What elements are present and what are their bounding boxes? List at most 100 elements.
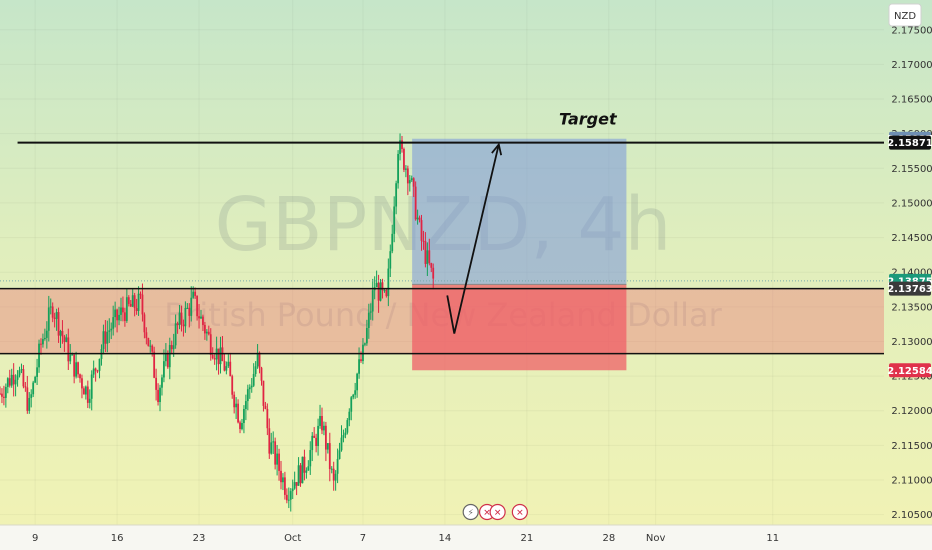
time-tick-label: 9 xyxy=(32,533,38,544)
candle-body xyxy=(28,397,31,411)
candle-body xyxy=(42,339,44,345)
candle-body xyxy=(65,337,68,342)
candle-body xyxy=(371,290,374,312)
candle-body xyxy=(200,316,202,319)
candle-body xyxy=(190,297,193,316)
uk-flag-icon-ring xyxy=(489,503,506,521)
candle-body xyxy=(18,370,21,376)
price-tick-label: 2.13500 xyxy=(891,302,932,313)
candle-body xyxy=(297,465,300,486)
candle-body xyxy=(178,312,181,325)
support-top-tag-text: 2.13763 xyxy=(887,284,932,295)
candle-body xyxy=(129,303,132,307)
candle-body xyxy=(51,306,54,318)
candle-body xyxy=(414,186,417,220)
uk-flag-icon-glyph: ✕ xyxy=(494,509,502,519)
levels xyxy=(0,141,884,355)
candle-body xyxy=(274,441,277,465)
candle-body xyxy=(334,473,337,481)
support-top-tag: 2.13763 xyxy=(887,281,932,296)
candle-body xyxy=(235,403,238,408)
candle-body xyxy=(141,294,144,315)
candle-body xyxy=(268,428,271,454)
candle-body xyxy=(98,358,101,371)
candle-body xyxy=(127,297,130,304)
candle-body xyxy=(163,361,165,378)
zones xyxy=(0,138,884,371)
stop-level-tag-box xyxy=(889,363,931,378)
candle-body xyxy=(385,290,388,297)
candle-body xyxy=(233,394,236,408)
candle-body xyxy=(57,312,60,336)
candle-body xyxy=(346,420,349,433)
candle-body xyxy=(14,379,17,385)
candle-body xyxy=(188,307,191,316)
candle-body xyxy=(120,307,122,315)
candle-body xyxy=(137,293,140,311)
candle-body xyxy=(410,178,413,181)
candle-body xyxy=(231,376,234,395)
candle-body xyxy=(45,330,48,338)
candle-body xyxy=(256,352,259,367)
support-top-tag-box xyxy=(889,281,931,296)
candle-body xyxy=(192,291,195,298)
candle-body xyxy=(403,148,405,170)
candle-body xyxy=(135,308,138,311)
candle-body xyxy=(399,140,401,154)
candles xyxy=(0,133,435,512)
candle-body xyxy=(209,334,212,355)
time-tick-label: 28 xyxy=(602,533,615,544)
candle-body xyxy=(229,361,232,377)
candle-body xyxy=(12,374,15,385)
candle-body xyxy=(213,358,216,360)
candle-body xyxy=(6,378,9,388)
candle-body xyxy=(367,312,370,328)
candle-body xyxy=(418,217,421,221)
candle-body xyxy=(424,241,427,264)
price-axis[interactable]: 2.105002.110002.115002.120002.125002.130… xyxy=(884,0,932,525)
candle-body xyxy=(332,468,335,481)
candle-body xyxy=(340,437,343,451)
candle-body xyxy=(139,293,142,295)
lightning-icon-ring xyxy=(462,503,479,521)
candle-body xyxy=(131,295,134,307)
candle-body xyxy=(122,307,124,313)
candle-body xyxy=(69,354,72,362)
candle-body xyxy=(408,180,411,184)
candle-body xyxy=(149,345,152,347)
uk-flag-icon[interactable]: ✕ xyxy=(489,503,506,521)
candle-body xyxy=(194,291,197,296)
candle-body xyxy=(416,217,419,220)
candle-body xyxy=(354,390,357,395)
candle-body xyxy=(237,403,239,423)
resistance-line-tag-box xyxy=(889,135,931,150)
candle-body xyxy=(155,377,158,390)
candle-body xyxy=(157,389,159,403)
candle-body xyxy=(168,345,171,368)
candle-body xyxy=(280,470,282,483)
candle-body xyxy=(321,415,323,431)
uk-flag-icon[interactable]: ✕ xyxy=(511,503,528,521)
candle-body xyxy=(75,362,78,377)
candle-body xyxy=(172,345,175,350)
time-tick-label: 16 xyxy=(111,533,124,544)
time-axis-background xyxy=(0,525,932,550)
candle-body xyxy=(143,314,146,333)
time-tick-label: 23 xyxy=(193,533,206,544)
candle-body xyxy=(219,347,222,365)
candle-body xyxy=(202,316,204,325)
candle-body xyxy=(184,307,187,327)
lightning-icon[interactable]: ⚡ xyxy=(462,503,479,521)
price-tick-label: 2.17000 xyxy=(891,60,932,71)
candle-body xyxy=(422,240,425,242)
candle-body xyxy=(198,316,200,319)
lightning-icon-glyph: ⚡ xyxy=(468,509,474,519)
candle-body xyxy=(262,380,265,406)
currency-button[interactable]: NZD xyxy=(888,3,922,27)
time-axis[interactable]: 9 16 23 Oct 7 14 21 28 Nov 11 xyxy=(0,524,932,550)
candle-body xyxy=(40,343,42,345)
candle-body xyxy=(375,282,378,288)
candle-body xyxy=(254,366,257,374)
